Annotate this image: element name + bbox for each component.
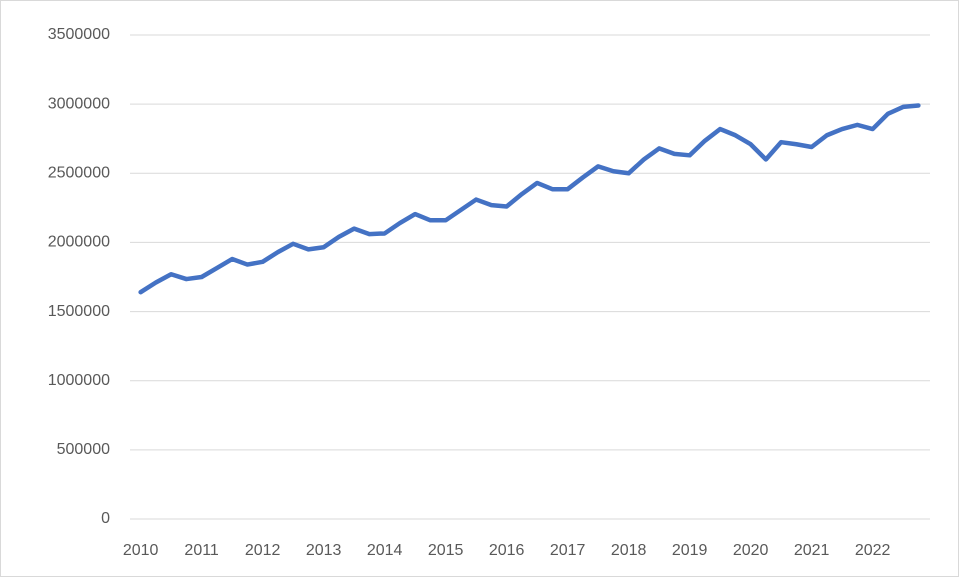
- y-tick-label: 1000000: [48, 372, 110, 389]
- x-tick-label: 2021: [794, 542, 830, 559]
- x-tick-label: 2011: [184, 542, 219, 559]
- x-tick-label: 2018: [611, 542, 647, 559]
- y-tick-label: 1500000: [48, 303, 110, 320]
- page: {"chart_data": {"type": "line", "categor…: [0, 0, 959, 577]
- y-tick-label: 2000000: [48, 234, 110, 251]
- x-tick-label: 2010: [123, 542, 159, 559]
- x-tick-label: 2013: [306, 542, 342, 559]
- x-tick-label: 2017: [550, 542, 586, 559]
- chart: 0 500000 1000000 1500000 2000000 2500000 30000…: [0, 0, 959, 577]
- y-tick-label: 3000000: [48, 95, 110, 112]
- y-tick-label: 500000: [57, 441, 110, 458]
- x-tick-label: 2022: [855, 542, 891, 559]
- y-tick-label: 2500000: [48, 165, 110, 182]
- x-tick-label: 2020: [733, 542, 769, 559]
- y-tick-label: 3500000: [48, 26, 110, 43]
- x-tick-label: 2016: [489, 542, 525, 559]
- y-tick-label: 0: [101, 510, 110, 527]
- x-tick-label: 2019: [672, 542, 708, 559]
- x-tick-label: 2012: [245, 542, 281, 559]
- x-tick-label: 2015: [428, 542, 464, 559]
- x-tick-label: 2014: [367, 542, 403, 559]
